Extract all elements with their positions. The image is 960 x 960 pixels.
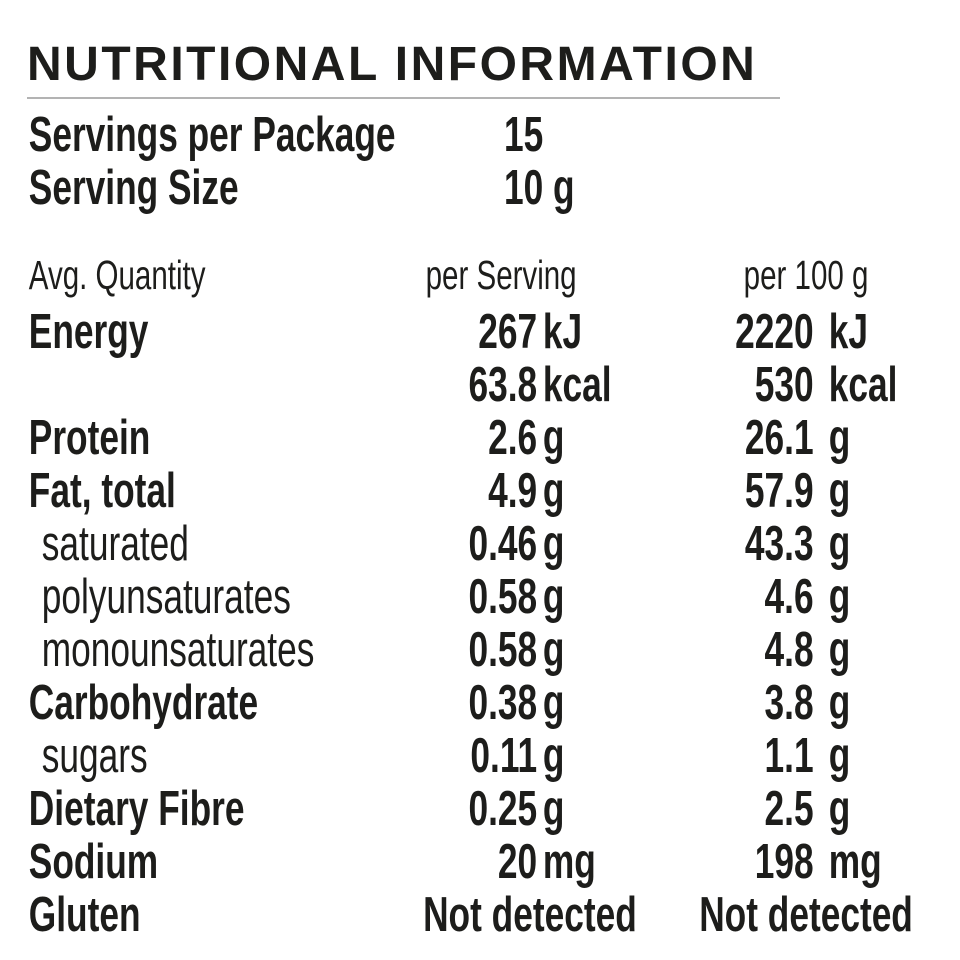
nutrient-label: monounsaturates [41, 623, 315, 677]
nutrient-label: Fat, total [28, 464, 176, 518]
per100-unit: kJ [828, 305, 868, 359]
per100-amount: 2220 [735, 305, 814, 359]
label-header: NUTRITIONAL INFORMATION [0, 0, 960, 99]
serving-unit: kJ [542, 305, 583, 359]
per100-unit: g [828, 570, 851, 624]
per100-amount: 3.8 [764, 676, 814, 730]
title-divider [27, 97, 780, 99]
nutrient-label: Sodium [28, 835, 159, 889]
serving-amount: 0.46 [468, 517, 538, 571]
per100-unit: g [828, 464, 851, 518]
per100-amount: 26.1 [744, 411, 814, 465]
serving-amount: 0.58 [468, 570, 538, 624]
serving-amount: 20 [497, 835, 538, 889]
per100-amount: 2.5 [764, 782, 814, 836]
nutrient-label: Protein [28, 411, 151, 465]
per100-amount: 43.3 [744, 517, 814, 571]
serving-unit: g [542, 464, 565, 518]
serving-unit: mg [542, 835, 596, 889]
serving-amount: 2.6 [488, 411, 538, 465]
serving-unit: g [542, 623, 565, 677]
per100-amount: 530 [754, 358, 814, 412]
nutrient-label: Energy [28, 305, 149, 359]
nutrient-label: sugars [41, 729, 148, 783]
nutrient-label: saturated [41, 517, 189, 571]
label-body: Servings per Package 15 Serving Size 10 … [0, 109, 960, 942]
serving-amount: 0.11 [470, 729, 538, 783]
serving-amount: 267 [478, 305, 538, 359]
serving-unit: g [542, 729, 565, 783]
per100-amount: 1.1 [764, 729, 814, 783]
per100-unit: g [828, 676, 851, 730]
nutrient-label: Carbohydrate [28, 676, 259, 730]
per100-text-value: Not detected [699, 888, 913, 942]
page-title: NUTRITIONAL INFORMATION [27, 38, 758, 91]
serving-size-label: Serving Size [28, 161, 239, 215]
serving-unit: g [542, 676, 565, 730]
per100-unit: mg [828, 835, 882, 889]
serving-unit: g [542, 782, 565, 836]
serving-size-row: Serving Size 10 g [29, 162, 960, 215]
serving-amount: 0.38 [468, 676, 538, 730]
serving-amount: 0.25 [468, 782, 538, 836]
nutrient-label: Dietary Fibre [28, 782, 245, 836]
serving-amount: 63.8 [468, 358, 538, 412]
table-header-row: Avg. Quantity per Serving per 100 g [29, 254, 960, 296]
serving-unit: g [542, 570, 565, 624]
servings-per-package-label: Servings per Package [28, 108, 396, 162]
nutrient-label [29, 359, 408, 412]
per100-unit: g [828, 517, 851, 571]
column-header-per-serving: per Serving [425, 252, 577, 298]
column-header-avg-quantity: Avg. Quantity [28, 252, 206, 298]
package-info: Servings per Package 15 Serving Size 10 … [29, 109, 960, 215]
servings-per-package-value: 15 [504, 108, 544, 162]
serving-unit: g [542, 411, 565, 465]
serving-unit: g [542, 517, 565, 571]
per100-unit: g [828, 623, 851, 677]
serving-amount: 0.58 [468, 623, 538, 677]
per100-unit: g [828, 411, 851, 465]
serving-unit: kcal [542, 358, 612, 412]
per100-amount: 4.6 [764, 570, 814, 624]
serving-text-value: Not detected [423, 888, 637, 942]
per100-amount: 57.9 [744, 464, 814, 518]
per100-unit: kcal [828, 358, 898, 412]
servings-per-package-row: Servings per Package 15 [29, 109, 960, 162]
per100-unit: g [828, 782, 851, 836]
per100-amount: 198 [754, 835, 814, 889]
nutrition-table: Energy 267 kJ 2220 kJ 63.8 kcal 530 kcal Protein 2… [29, 306, 960, 942]
nutrient-label: polyunsaturates [41, 570, 291, 624]
per100-amount: 4.8 [764, 623, 814, 677]
per100-unit: g [828, 729, 851, 783]
serving-size-value: 10 g [504, 161, 575, 215]
nutrient-label: Gluten [28, 888, 141, 942]
serving-amount: 4.9 [488, 464, 538, 518]
column-header-per-100g: per 100 g [743, 252, 869, 298]
